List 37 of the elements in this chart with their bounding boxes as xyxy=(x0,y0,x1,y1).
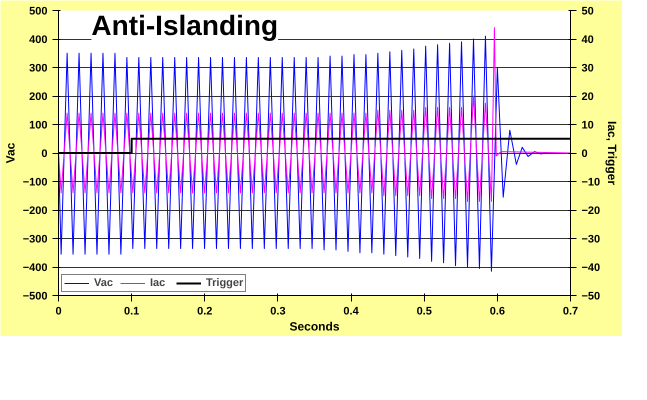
y-tick-label: −200 xyxy=(22,205,48,217)
y-axis-title: Vac xyxy=(4,142,18,164)
y2-tick-label: 0 xyxy=(582,148,588,160)
legend-label: Iac xyxy=(150,277,166,289)
y2-tick-label: −20 xyxy=(582,205,600,217)
y2-tick-label: 30 xyxy=(582,62,594,74)
y-tick-label: 500 xyxy=(29,6,48,18)
y2-tick-label: 10 xyxy=(582,120,594,132)
y2-tick-label: −50 xyxy=(582,290,600,302)
y-tick-label: 100 xyxy=(29,120,48,132)
chart-title: Anti-Islanding xyxy=(91,10,278,42)
y-tick-label: 200 xyxy=(29,91,48,103)
y-tick-label: 300 xyxy=(29,62,48,74)
x-axis-title: Seconds xyxy=(289,320,340,334)
y-tick-label: −300 xyxy=(22,234,48,246)
x-tick-label: 0.7 xyxy=(562,306,578,318)
x-tick-label: 0.6 xyxy=(490,306,506,318)
y2-tick-label: −40 xyxy=(582,262,600,274)
y2-tick-label: 40 xyxy=(582,34,594,46)
y2-tick-label: −10 xyxy=(582,176,600,188)
y2-tick-label: 20 xyxy=(582,91,594,103)
legend-label: Vac xyxy=(94,277,114,289)
y2-tick-label: 50 xyxy=(582,6,594,18)
x-tick-label: 0 xyxy=(55,306,62,318)
y-tick-label: −500 xyxy=(22,290,48,302)
y2-tick-label: −30 xyxy=(582,234,600,246)
x-tick-label: 0.5 xyxy=(416,306,432,318)
x-tick-label: 0.4 xyxy=(343,306,360,318)
x-tick-label: 0.3 xyxy=(270,306,286,318)
y-tick-label: 0 xyxy=(41,148,48,160)
y-tick-label: −400 xyxy=(22,262,48,274)
y-tick-label: −100 xyxy=(22,176,48,188)
y2-axis-title: Iac, Trigger xyxy=(605,120,620,186)
y-tick-label: 400 xyxy=(29,34,48,46)
x-tick-label: 0.1 xyxy=(124,306,140,318)
x-tick-label: 0.2 xyxy=(197,306,212,318)
legend-label: Trigger xyxy=(206,277,244,289)
